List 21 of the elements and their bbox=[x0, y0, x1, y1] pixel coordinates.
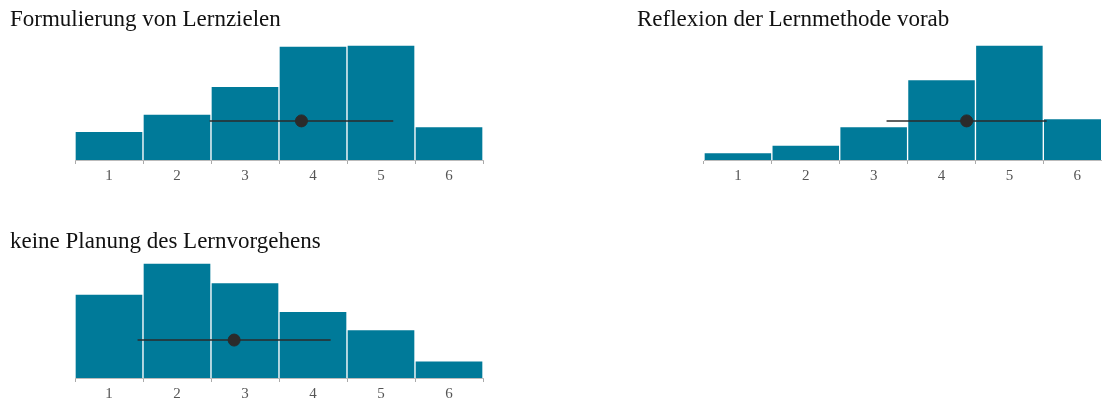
x-tick-label: 3 bbox=[241, 384, 249, 401]
x-tick-label: 5 bbox=[377, 384, 385, 401]
x-tick-label: 4 bbox=[937, 166, 946, 183]
x-tick-label: 2 bbox=[802, 166, 810, 183]
x-tick-label: 2 bbox=[173, 384, 181, 401]
x-tick-label: 5 bbox=[377, 166, 385, 183]
x-tick-label: 1 bbox=[734, 166, 742, 183]
x-tick-label: 6 bbox=[445, 384, 454, 401]
x-tick-label: 3 bbox=[869, 166, 878, 183]
x-tick-label: 1 bbox=[105, 166, 113, 183]
x-tick-label: 2 bbox=[173, 166, 181, 183]
x-tick-label: 4 bbox=[309, 166, 318, 183]
chart-title: Formulierung von Lernzielen bbox=[10, 6, 281, 32]
x-tick-label: 6 bbox=[445, 166, 454, 183]
chart-title: keine Planung des Lernvorgehens bbox=[10, 228, 321, 254]
x-tick-label: 5 bbox=[1005, 166, 1014, 183]
x-tick-label: 6 bbox=[1073, 166, 1082, 183]
x-tick-label: 1 bbox=[105, 384, 113, 401]
x-tick-label: 4 bbox=[309, 384, 318, 401]
x-tick-label: 3 bbox=[241, 166, 249, 183]
chart-title: Reflexion der Lernmethode vorab bbox=[637, 6, 950, 32]
